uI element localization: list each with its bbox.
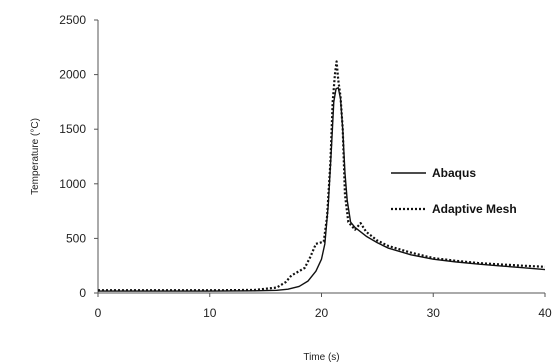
x-tick-label: 30 [427, 306, 441, 320]
legend-label: Abaqus [432, 166, 476, 180]
x-axis-ticks: 0 10 20 30 40 [95, 293, 552, 320]
series-line-adaptive-mesh [98, 60, 546, 292]
y-tick-label: 1000 [59, 177, 86, 191]
y-tick-label: 2500 [59, 13, 86, 27]
x-axis-label: Time (s) [303, 352, 339, 363]
legend-label: Adaptive Mesh [432, 202, 517, 216]
x-tick-label: 0 [95, 306, 102, 320]
y-tick-label: 500 [66, 231, 86, 245]
y-tick-label: 2000 [59, 68, 86, 82]
y-tick-label: 0 [79, 286, 86, 300]
legend: Abaqus Adaptive Mesh [391, 166, 517, 216]
series-lines [98, 60, 546, 292]
x-tick-label: 10 [203, 306, 217, 320]
axes [97, 20, 545, 294]
x-tick-label: 40 [538, 306, 552, 320]
x-tick-label: 20 [315, 306, 329, 320]
y-axis-label: Temperature (°C) [30, 118, 41, 195]
y-tick-label: 1500 [59, 122, 86, 136]
y-axis-ticks: 0 500 1000 1500 2000 2500 [59, 13, 98, 300]
series-line-abaqus [98, 87, 546, 292]
